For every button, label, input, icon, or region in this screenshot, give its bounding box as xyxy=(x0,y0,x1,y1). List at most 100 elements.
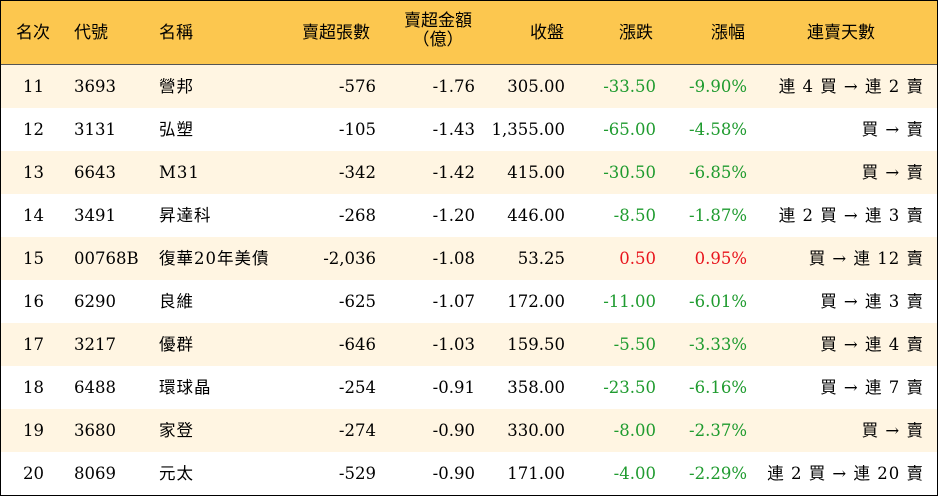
sell-amount-cell: -1.07 xyxy=(432,292,475,311)
code-cell: 3217 xyxy=(74,335,116,354)
table-row: 11 3693 營邦 -576 -1.76 305.00 -33.50 -9.90% 連 4 買… xyxy=(1,65,937,108)
streak-cell: 買 → 賣 xyxy=(861,120,924,139)
sell-amount-cell: -1.08 xyxy=(432,249,475,268)
streak-cell: 連 2 買 → 連 20 賣 xyxy=(767,464,924,483)
table-row: 15 00768B 復華20年美債 -2,036 -1.08 53.25 0.50 0.95%… xyxy=(1,237,937,280)
table-row: 19 3680 家登 -274 -0.90 330.00 -8.00 -2.37% 買 → 賣 xyxy=(1,409,937,452)
sell-volume-cell: -268 xyxy=(338,206,376,225)
name-cell: 弘塑 xyxy=(159,120,194,139)
sell-amount-cell: -0.90 xyxy=(432,464,475,483)
name-cell: M31 xyxy=(159,163,200,182)
percent-change-cell: -2.29% xyxy=(689,464,747,483)
streak-cell: 買 → 連 7 賣 xyxy=(820,378,924,397)
name-cell: 營邦 xyxy=(159,77,194,96)
percent-change-cell: -2.37% xyxy=(689,421,747,440)
percent-change-cell: -1.87% xyxy=(689,206,747,225)
rank-cell: 14 xyxy=(23,206,44,225)
header-close: 收盤 xyxy=(530,23,564,43)
header-amt-line1: 賣超金額 xyxy=(404,11,472,31)
price-change-cell: -33.50 xyxy=(603,77,656,96)
percent-change-cell: -3.33% xyxy=(689,335,747,354)
header-code: 代號 xyxy=(74,23,108,43)
price-change-cell: -8.50 xyxy=(613,206,656,225)
code-cell: 3131 xyxy=(74,120,116,139)
code-cell: 00768B xyxy=(74,249,139,268)
sell-amount-cell: -1.03 xyxy=(432,335,475,354)
name-cell: 昇達科 xyxy=(159,206,212,225)
name-cell: 環球晶 xyxy=(159,378,212,397)
sell-amount-cell: -0.90 xyxy=(432,421,475,440)
streak-cell: 買 → 連 4 賣 xyxy=(820,335,924,354)
header-streak: 連賣天數 xyxy=(807,23,875,43)
rank-cell: 15 xyxy=(23,249,44,268)
percent-change-cell: -6.85% xyxy=(689,163,747,182)
table-row: 17 3217 優群 -646 -1.03 159.50 -5.50 -3.33% 買 → 連 … xyxy=(1,323,937,366)
percent-change-cell: -4.58% xyxy=(689,120,747,139)
sell-volume-cell: -254 xyxy=(338,378,376,397)
close-price-cell: 446.00 xyxy=(507,206,565,225)
streak-cell: 買 → 賣 xyxy=(861,163,924,182)
sell-volume-cell: -529 xyxy=(338,464,376,483)
header-pct: 漲幅 xyxy=(711,23,745,43)
sell-volume-cell: -2,036 xyxy=(323,249,376,268)
code-cell: 6643 xyxy=(74,163,116,182)
name-cell: 良維 xyxy=(159,292,194,311)
price-change-cell: -65.00 xyxy=(603,120,656,139)
code-cell: 6488 xyxy=(74,378,116,397)
table-row: 20 8069 元太 -529 -0.90 171.00 -4.00 -2.29% 連 2 買 … xyxy=(1,452,937,495)
table-header: 名次 代號 名稱 賣超張數 賣超金額 （億） 收盤 漲跌 漲幅 連賣天數 xyxy=(1,1,937,65)
streak-cell: 買 → 賣 xyxy=(861,421,924,440)
price-change-cell: -8.00 xyxy=(613,421,656,440)
streak-cell: 買 → 連 3 賣 xyxy=(820,292,924,311)
code-cell: 8069 xyxy=(74,464,116,483)
close-price-cell: 415.00 xyxy=(507,163,565,182)
table-row: 12 3131 弘塑 -105 -1.43 1,355.00 -65.00 -4.58% 買 →… xyxy=(1,108,937,151)
table-row: 18 6488 環球晶 -254 -0.91 358.00 -23.50 -6.16% 買 → … xyxy=(1,366,937,409)
percent-change-cell: -6.01% xyxy=(689,292,747,311)
code-cell: 6290 xyxy=(74,292,116,311)
sell-volume-cell: -105 xyxy=(338,120,376,139)
name-cell: 家登 xyxy=(159,421,194,440)
sell-volume-cell: -646 xyxy=(338,335,376,354)
sell-volume-cell: -625 xyxy=(338,292,376,311)
sell-amount-cell: -1.76 xyxy=(432,77,475,96)
close-price-cell: 305.00 xyxy=(507,77,565,96)
sell-amount-cell: -1.20 xyxy=(432,206,475,225)
close-price-cell: 171.00 xyxy=(507,464,565,483)
price-change-cell: -4.00 xyxy=(613,464,656,483)
price-change-cell: -23.50 xyxy=(603,378,656,397)
header-vol: 賣超張數 xyxy=(302,23,370,43)
close-price-cell: 1,355.00 xyxy=(491,120,565,139)
close-price-cell: 358.00 xyxy=(507,378,565,397)
rank-cell: 11 xyxy=(23,77,44,96)
header-name: 名稱 xyxy=(159,23,193,43)
close-price-cell: 172.00 xyxy=(507,292,565,311)
header-amt-line2: （億） xyxy=(412,30,464,50)
sell-amount-cell: -1.43 xyxy=(432,120,475,139)
header-chg: 漲跌 xyxy=(619,23,653,43)
rank-cell: 13 xyxy=(23,163,44,182)
code-cell: 3693 xyxy=(74,77,116,96)
rank-cell: 17 xyxy=(23,335,44,354)
streak-cell: 連 2 買 → 連 3 賣 xyxy=(778,206,924,225)
percent-change-cell: 0.95% xyxy=(694,249,747,268)
percent-change-cell: -6.16% xyxy=(689,378,747,397)
close-price-cell: 159.50 xyxy=(507,335,565,354)
code-cell: 3491 xyxy=(74,206,116,225)
sell-volume-cell: -274 xyxy=(338,421,376,440)
code-cell: 3680 xyxy=(74,421,116,440)
name-cell: 優群 xyxy=(159,335,194,354)
table-row: 16 6290 良維 -625 -1.07 172.00 -11.00 -6.01% 買 → 連… xyxy=(1,280,937,323)
rank-cell: 19 xyxy=(23,421,44,440)
rank-cell: 16 xyxy=(23,292,44,311)
percent-change-cell: -9.90% xyxy=(689,77,747,96)
header-rank: 名次 xyxy=(16,23,50,43)
price-change-cell: -11.00 xyxy=(603,292,656,311)
close-price-cell: 53.25 xyxy=(517,249,565,268)
table-row: 14 3491 昇達科 -268 -1.20 446.00 -8.50 -1.87% 連 2 買… xyxy=(1,194,937,237)
rank-cell: 18 xyxy=(23,378,44,397)
table-body: 11 3693 營邦 -576 -1.76 305.00 -33.50 -9.90% 連 4 買… xyxy=(1,65,937,495)
sell-volume-cell: -342 xyxy=(338,163,376,182)
price-change-cell: 0.50 xyxy=(619,249,656,268)
